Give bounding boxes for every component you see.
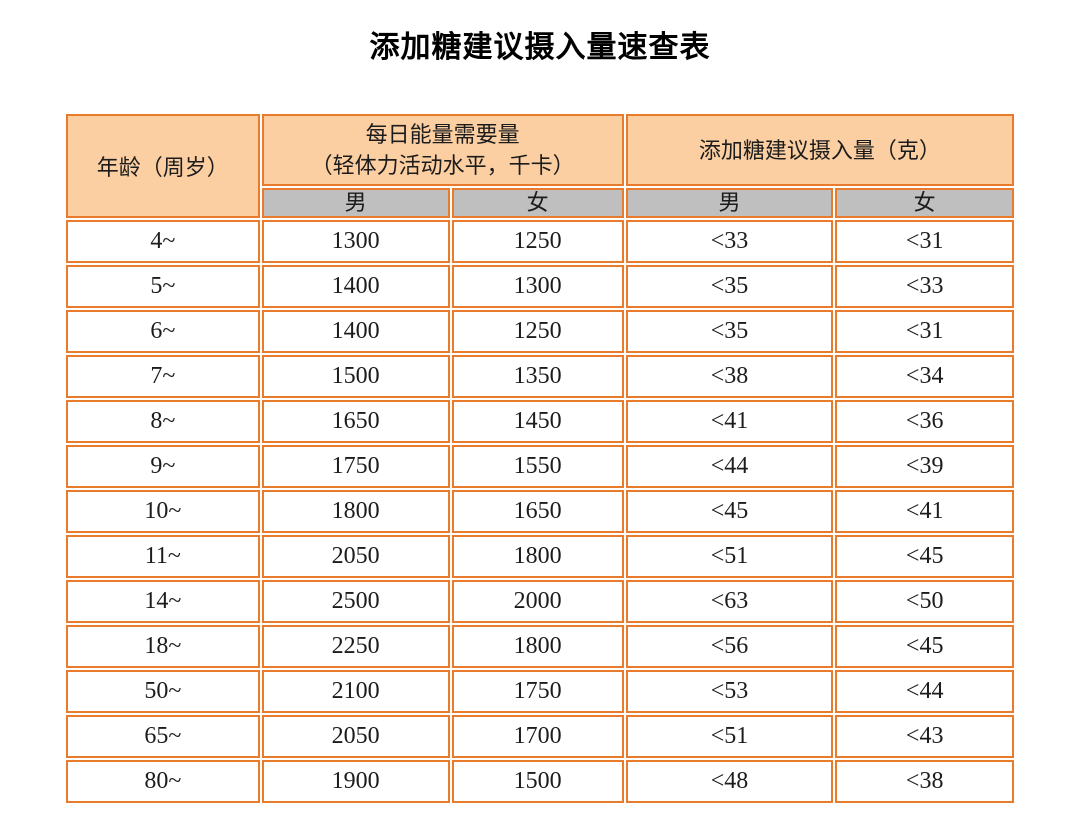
energy-female-cell: 1250 <box>451 310 624 353</box>
sugar-intake-table: 年龄（周岁） 每日能量需要量 （轻体力活动水平，千卡） 添加糖建议摄入量（克） … <box>64 112 1016 805</box>
sugar-female-cell: <36 <box>835 400 1014 443</box>
sugar-female-cell: <38 <box>835 760 1014 803</box>
energy-male-cell: 1400 <box>261 265 450 308</box>
energy-male-cell: 2050 <box>261 715 450 758</box>
sugar-male-cell: <63 <box>625 580 834 623</box>
age-cell: 80~ <box>66 760 260 803</box>
energy-female-cell: 1500 <box>451 760 624 803</box>
age-cell: 8~ <box>66 400 260 443</box>
table-row: 18~ 2250 1800 <56 <45 <box>66 625 1014 668</box>
age-cell: 65~ <box>66 715 260 758</box>
age-cell: 4~ <box>66 220 260 263</box>
age-column-header: 年龄（周岁） <box>66 114 260 218</box>
energy-female-cell: 1550 <box>451 445 624 488</box>
table-row: 10~ 1800 1650 <45 <41 <box>66 490 1014 533</box>
sugar-male-cell: <38 <box>625 355 834 398</box>
energy-female-cell: 1800 <box>451 535 624 578</box>
table-row: 5~ 1400 1300 <35 <33 <box>66 265 1014 308</box>
energy-female-cell: 1750 <box>451 670 624 713</box>
sugar-male-cell: <56 <box>625 625 834 668</box>
energy-female-cell: 1700 <box>451 715 624 758</box>
sugar-female-cell: <31 <box>835 310 1014 353</box>
sugar-male-cell: <45 <box>625 490 834 533</box>
energy-male-cell: 1800 <box>261 490 450 533</box>
header-row-gender: 男 女 男 女 <box>66 188 1014 218</box>
sugar-male-cell: <44 <box>625 445 834 488</box>
header-row-groups: 年龄（周岁） 每日能量需要量 （轻体力活动水平，千卡） 添加糖建议摄入量（克） <box>66 114 1014 218</box>
energy-male-cell: 1900 <box>261 760 450 803</box>
energy-female-cell: 1450 <box>451 400 624 443</box>
sugar-female-cell: <41 <box>835 490 1014 533</box>
energy-male-cell: 2050 <box>261 535 450 578</box>
sugar-female-cell: <34 <box>835 355 1014 398</box>
energy-female-cell: 1300 <box>451 265 624 308</box>
sugar-male-cell: <51 <box>625 535 834 578</box>
sugar-female-cell: <44 <box>835 670 1014 713</box>
energy-female-cell: 2000 <box>451 580 624 623</box>
sugar-male-cell: <41 <box>625 400 834 443</box>
table-row: 11~ 2050 1800 <51 <45 <box>66 535 1014 578</box>
energy-female-cell: 1650 <box>451 490 624 533</box>
energy-female-header: 女 <box>451 188 624 218</box>
table-row: 4~ 1300 1250 <33 <31 <box>66 220 1014 263</box>
sugar-female-cell: <45 <box>835 535 1014 578</box>
sugar-male-header: 男 <box>625 188 834 218</box>
table-row: 14~ 2500 2000 <63 <50 <box>66 580 1014 623</box>
energy-male-cell: 1650 <box>261 400 450 443</box>
sugar-male-cell: <35 <box>625 310 834 353</box>
energy-group-header-line1: 每日能量需要量 <box>365 122 520 147</box>
table-row: 6~ 1400 1250 <35 <31 <box>66 310 1014 353</box>
energy-female-cell: 1800 <box>451 625 624 668</box>
sugar-female-cell: <31 <box>835 220 1014 263</box>
energy-male-cell: 1500 <box>261 355 450 398</box>
sugar-female-header: 女 <box>835 188 1014 218</box>
sugar-female-cell: <45 <box>835 625 1014 668</box>
age-cell: 18~ <box>66 625 260 668</box>
age-cell: 5~ <box>66 265 260 308</box>
table-row: 65~ 2050 1700 <51 <43 <box>66 715 1014 758</box>
sugar-female-cell: <50 <box>835 580 1014 623</box>
energy-group-header-line2: （轻体力活动水平，千卡） <box>310 153 575 178</box>
age-cell: 9~ <box>66 445 260 488</box>
energy-male-cell: 2100 <box>261 670 450 713</box>
age-cell: 14~ <box>66 580 260 623</box>
energy-male-cell: 1750 <box>261 445 450 488</box>
age-cell: 6~ <box>66 310 260 353</box>
age-cell: 11~ <box>66 535 260 578</box>
table-row: 9~ 1750 1550 <44 <39 <box>66 445 1014 488</box>
sugar-female-cell: <33 <box>835 265 1014 308</box>
sugar-male-cell: <48 <box>625 760 834 803</box>
table-row: 7~ 1500 1350 <38 <34 <box>66 355 1014 398</box>
sugar-female-cell: <43 <box>835 715 1014 758</box>
table-row: 80~ 1900 1500 <48 <38 <box>66 760 1014 803</box>
energy-female-cell: 1250 <box>451 220 624 263</box>
energy-group-header: 每日能量需要量 （轻体力活动水平，千卡） <box>261 114 624 186</box>
energy-male-header: 男 <box>261 188 450 218</box>
age-cell: 10~ <box>66 490 260 533</box>
energy-male-cell: 2500 <box>261 580 450 623</box>
sugar-male-cell: <51 <box>625 715 834 758</box>
page-title: 添加糖建议摄入量速查表 <box>369 30 711 65</box>
sugar-male-cell: <53 <box>625 670 834 713</box>
sugar-male-cell: <33 <box>625 220 834 263</box>
table-row: 8~ 1650 1450 <41 <36 <box>66 400 1014 443</box>
energy-male-cell: 1300 <box>261 220 450 263</box>
age-cell: 50~ <box>66 670 260 713</box>
energy-female-cell: 1350 <box>451 355 624 398</box>
energy-male-cell: 1400 <box>261 310 450 353</box>
energy-male-cell: 2250 <box>261 625 450 668</box>
table-row: 50~ 2100 1750 <53 <44 <box>66 670 1014 713</box>
sugar-group-header: 添加糖建议摄入量（克） <box>625 114 1014 186</box>
age-cell: 7~ <box>66 355 260 398</box>
sugar-male-cell: <35 <box>625 265 834 308</box>
sugar-female-cell: <39 <box>835 445 1014 488</box>
